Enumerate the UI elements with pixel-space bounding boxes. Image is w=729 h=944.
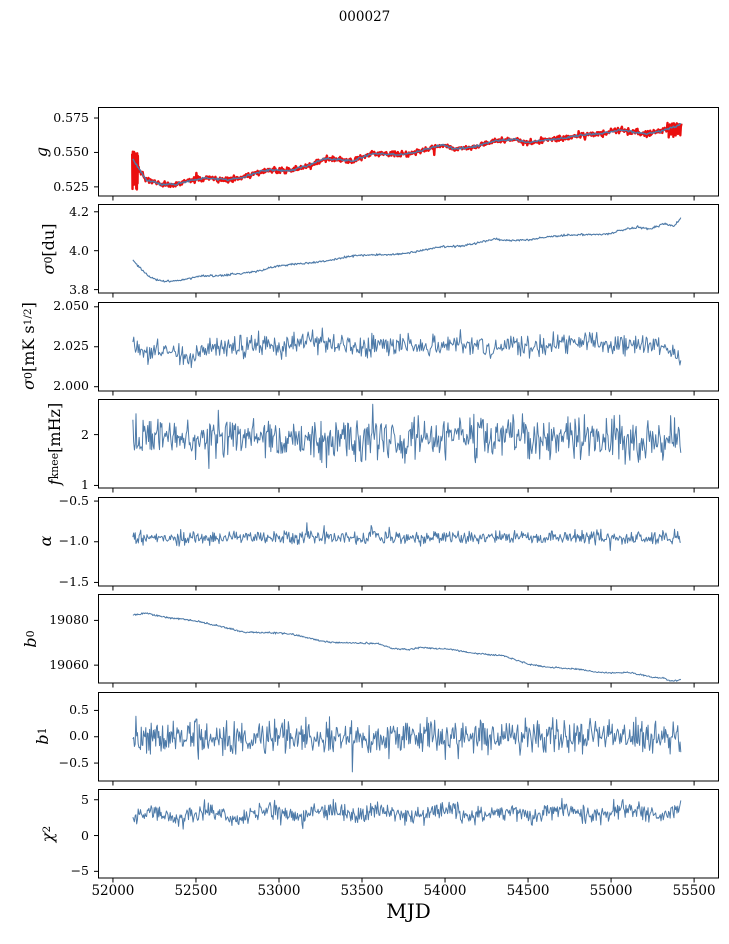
series-line-b1 (132, 715, 682, 772)
x-tick-label: 54500 (506, 883, 550, 899)
x-tick-label: 55500 (672, 883, 716, 899)
plot-area-b0 (94, 594, 719, 688)
series-line-g-smooth (132, 122, 682, 187)
y-tick-label: 2.000 (53, 378, 89, 394)
axes-frame (98, 496, 719, 586)
y-tick-label: 0.550 (53, 144, 89, 160)
y-tick-label: 4.2 (69, 203, 89, 219)
plot-panel-b1 (94, 691, 719, 785)
y-tick-label: 0 (81, 827, 89, 843)
y-tick-label: −0.5 (58, 754, 89, 770)
plot-area-g (94, 107, 719, 201)
y-tick-label: 2.025 (53, 338, 89, 354)
y-axis-label-part: [du] (38, 223, 58, 257)
axes-frame (98, 301, 719, 391)
series-line-fknee (132, 403, 682, 470)
series-line-b0 (132, 612, 682, 682)
x-tick-label: 52500 (174, 883, 218, 899)
x-tick-label: 52000 (91, 883, 135, 899)
y-axis-label-part: [mK s (18, 325, 38, 373)
y-axis-label-part: ] (18, 302, 38, 309)
plot-area-alpha (94, 496, 719, 590)
axes-frame (98, 789, 719, 879)
y-tick-label: 0.575 (53, 110, 89, 125)
axes-frame (98, 107, 719, 197)
plot-panel-alpha (94, 496, 719, 590)
y-tick-label: −1.5 (58, 573, 89, 589)
y-tick-label: 19060 (49, 657, 89, 673)
y-tick-label: 3.8 (69, 281, 89, 297)
plot-area-fknee (94, 399, 719, 493)
axes-frame (98, 204, 719, 294)
plot-area-chi2 (94, 789, 719, 883)
y-axis-label-part: 2 (41, 825, 53, 833)
plot-panel-sigma0-mK (94, 301, 719, 395)
y-axis-label-part: 0 (21, 372, 35, 380)
y-tick-label: −0.5 (58, 492, 89, 508)
figure-title: 000027 (338, 9, 391, 25)
plot-panel-sigma0-du (94, 204, 719, 298)
axes-frame (98, 399, 719, 489)
y-tick-label: 0.5 (69, 701, 89, 717)
y-axis-label-part: σ (38, 263, 58, 275)
y-tick-label: −1.0 (58, 533, 89, 549)
y-tick-label: 0.0 (69, 728, 89, 744)
y-tick-label: 2 (81, 426, 89, 442)
y-tick-label: 0.525 (53, 178, 89, 194)
plot-area-b1 (94, 691, 719, 785)
plot-panel-g (94, 107, 719, 201)
plot-panel-b0 (94, 594, 719, 688)
x-tick-label: 53500 (340, 883, 384, 899)
axes-frame (98, 691, 719, 781)
y-tick-label: 19080 (49, 612, 89, 628)
series-line-alpha (132, 521, 681, 551)
plot-area-sigma0-mK (94, 301, 719, 395)
y-tick-label: −5 (70, 863, 89, 879)
y-axis-label-sigma0-mK: σ 0 [mK s 1/2] (17, 236, 39, 456)
series-line-sigma0-mK (132, 327, 682, 368)
y-tick-label: 1 (81, 477, 89, 493)
y-axis-label-part: χ (37, 832, 57, 842)
y-axis-label-part: σ (18, 379, 38, 391)
y-tick-label: 2.050 (53, 298, 89, 314)
series-line-sigma0-du (132, 217, 682, 283)
x-tick-label: 53000 (257, 883, 301, 899)
y-tick-label: 5 (81, 791, 89, 807)
series-line-chi2 (132, 797, 682, 830)
y-axis-label-part: 0 (41, 256, 55, 264)
y-axis-label-part: 1/2 (22, 308, 34, 326)
y-tick-label: 4.0 (69, 242, 89, 258)
plot-area-sigma0-du (94, 204, 719, 298)
plot-panel-fknee (94, 399, 719, 493)
x-axis-label: MJD (386, 899, 431, 923)
axes-frame (98, 594, 719, 684)
x-tick-label: 55000 (589, 883, 633, 899)
plot-panel-chi2 (94, 789, 719, 883)
x-tick-label: 54000 (423, 883, 467, 899)
